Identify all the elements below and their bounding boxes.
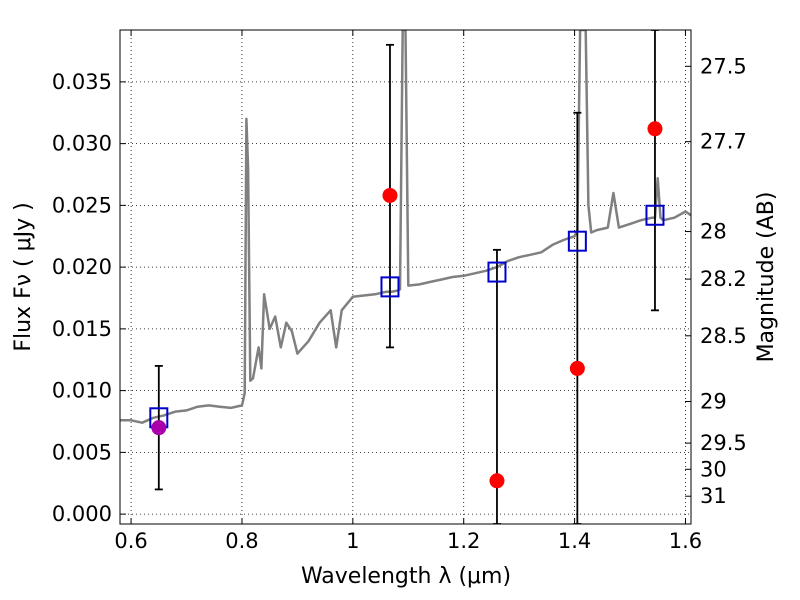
right-tick-label: 29 [700,389,727,413]
x-tick-label: 1.6 [669,529,702,553]
right-tick-label: 29.5 [700,431,747,455]
y-axis-label: Flux Fν ( μJy ) [11,202,36,351]
model-square [645,204,665,226]
plot-frame [119,29,692,525]
plot-content [120,30,691,524]
y-tick-label: 0.005 [52,440,112,464]
x-tick-label: 0.6 [114,529,147,553]
y-tick-label: 0.025 [52,193,112,217]
x-tick-label: 1.4 [558,529,591,553]
spectrum-line [120,30,691,424]
y-axis-right-label: Magnitude (AB) [754,192,779,363]
y-tick-label: 0.035 [52,70,112,94]
observed-point [647,121,663,137]
plot-area [120,30,691,524]
observed-point [151,420,167,436]
observed-point [489,473,505,489]
model-square [380,276,400,298]
model-square [487,261,507,283]
observed-point [382,187,398,203]
right-tick-label: 27.7 [700,130,747,154]
right-tick-label: 28.2 [700,267,747,291]
right-tick-label: 27.5 [700,54,747,78]
right-tick-label: 31 [700,484,727,508]
right-tick-label: 28.5 [700,324,747,348]
right-tick-label: 28 [700,220,727,244]
y-tick-label: 0.030 [52,132,112,156]
model-square [567,230,587,252]
x-tick-label: 1.2 [447,529,480,553]
observed-point [569,360,585,376]
y-tick-label: 0.010 [52,379,112,403]
right-tick-label: 30 [700,457,727,481]
y-tick-label: 0.020 [52,255,112,279]
x-axis-label: Wavelength λ (μm) [301,564,511,589]
x-tick-label: 0.8 [225,529,258,553]
axes: 0.6 0.8 1 1.2 1.4 1.6 0.000 0.005 0.010 0.015 0.02… [52,30,747,553]
y-tick-label: 0.015 [52,317,112,341]
y-tick-label: 0.000 [52,502,112,526]
x-tick-label: 1 [346,529,359,553]
